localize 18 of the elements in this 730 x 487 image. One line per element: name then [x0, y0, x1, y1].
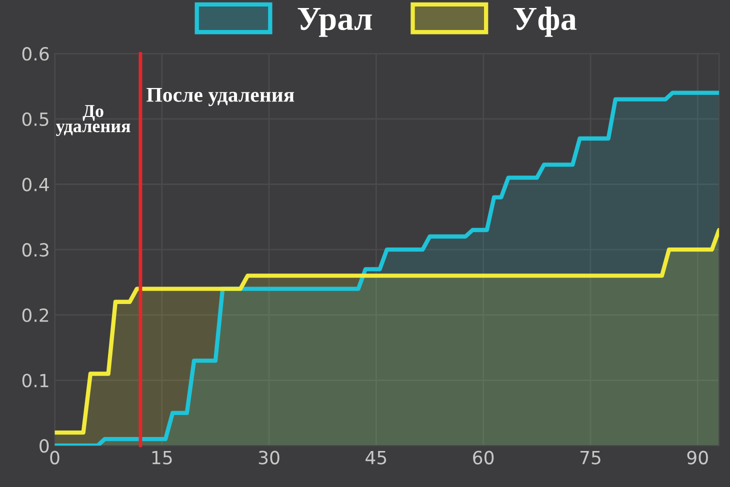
x-tick-label: 60: [473, 450, 494, 464]
legend-label: Уфа: [514, 6, 576, 37]
legend-label: Урал: [298, 8, 372, 37]
annotation: После удаления: [146, 88, 294, 106]
x-tick-label: 0: [50, 450, 60, 464]
y-tick-label: 0.1: [22, 374, 48, 388]
y-tick-label: 0: [40, 439, 49, 453]
y-tick-label: 0.4: [22, 178, 49, 192]
x-tick-label: 75: [580, 451, 600, 464]
annotation: До удаления: [56, 105, 130, 136]
y-tick-label: 0.2: [22, 308, 48, 322]
x-tick-label: 45: [366, 451, 386, 464]
y-tick-label: 0.3: [22, 243, 48, 257]
x-tick-label: 30: [258, 450, 280, 464]
y-tick-label: 0.5: [22, 112, 48, 126]
y-tick-label: 0.6: [22, 47, 49, 61]
x-tick-label: 90: [687, 450, 708, 464]
x-tick-label: 15: [152, 451, 172, 464]
